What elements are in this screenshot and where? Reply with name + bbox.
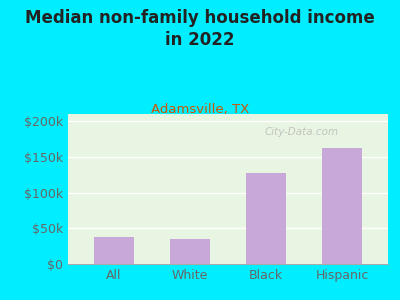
Bar	[170, 239, 210, 264]
Bar	[322, 148, 362, 264]
Text: City-Data.com: City-Data.com	[264, 127, 339, 137]
Text: Adamsville, TX: Adamsville, TX	[151, 103, 249, 116]
Bar	[94, 237, 134, 264]
Text: Median non-family household income
in 2022: Median non-family household income in 20…	[25, 9, 375, 49]
Bar	[246, 172, 286, 264]
